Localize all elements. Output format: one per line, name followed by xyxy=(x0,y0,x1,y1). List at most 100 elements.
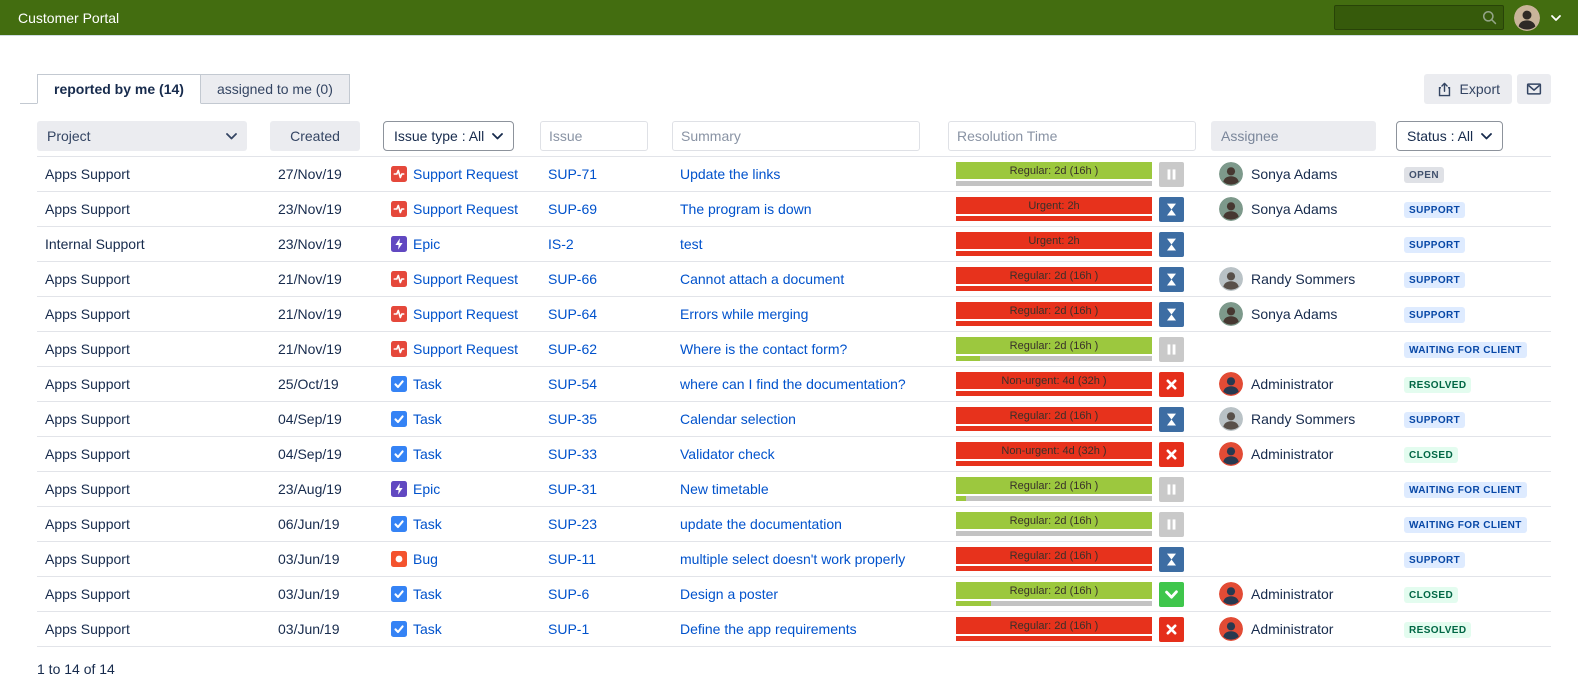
issue-type-link[interactable]: Support Request xyxy=(413,341,519,357)
issue-key-link[interactable]: SUP-6 xyxy=(548,586,590,602)
topbar-right xyxy=(1334,4,1562,31)
issue-type-cell: Support Request xyxy=(383,271,540,287)
created-cell: 21/Nov/19 xyxy=(278,306,342,322)
user-menu-chevron-icon[interactable] xyxy=(1550,12,1562,24)
issue-row: Apps Support 23/Aug/19 Epic SUP-31 New timet… xyxy=(37,472,1551,507)
assignee-column-header: Assignee xyxy=(1211,121,1376,151)
portal-search xyxy=(1334,5,1504,30)
issue-type-link[interactable]: Task xyxy=(413,621,442,637)
summary-link[interactable]: Define the app requirements xyxy=(680,621,857,637)
issue-key-link[interactable]: SUP-64 xyxy=(548,306,598,322)
issue-type-link[interactable]: Support Request xyxy=(413,166,519,182)
summary-link[interactable]: Validator check xyxy=(680,446,775,462)
status-cell: SUPPORT xyxy=(1396,200,1531,218)
created-column-header[interactable]: Created xyxy=(270,121,360,151)
hourglass-icon xyxy=(1159,406,1184,432)
issue-type-link[interactable]: Support Request xyxy=(413,201,519,217)
resolution-label: Non-urgent: 4d (32h ) xyxy=(956,372,1152,389)
issue-type-filter[interactable]: Issue type : All xyxy=(383,121,515,151)
summary-link[interactable]: The program is down xyxy=(680,201,812,217)
summary-cell: where can I find the documentation? xyxy=(672,376,948,392)
issue-type-link[interactable]: Task xyxy=(413,376,442,392)
issue-key-link[interactable]: SUP-23 xyxy=(548,516,598,532)
summary-link[interactable]: Update the links xyxy=(680,166,781,182)
summary-link[interactable]: New timetable xyxy=(680,481,769,497)
resolution-progress-track xyxy=(956,216,1152,221)
issue-type-cell: Task xyxy=(383,376,540,392)
issue-row: Apps Support 04/Sep/19 Task SUP-33 Validator… xyxy=(37,437,1551,472)
issue-key-link[interactable]: SUP-71 xyxy=(548,166,598,182)
issue-type-link[interactable]: Task xyxy=(413,411,442,427)
issue-row: Apps Support 21/Nov/19 Support Request SUP-… xyxy=(37,332,1551,367)
issue-key-link[interactable]: SUP-31 xyxy=(548,481,598,497)
issue-key-cell: SUP-33 xyxy=(540,446,672,462)
issue-key-link[interactable]: SUP-66 xyxy=(548,271,598,287)
resolution-label: Urgent: 2h xyxy=(956,232,1152,249)
issue-key-link[interactable]: SUP-35 xyxy=(548,411,598,427)
summary-link[interactable]: multiple select doesn't work properly xyxy=(680,551,906,567)
issue-type-link[interactable]: Bug xyxy=(413,551,438,567)
assignee-name: Administrator xyxy=(1251,586,1334,602)
issue-type-link[interactable]: Task xyxy=(413,586,442,602)
tab-reported-by-me[interactable]: reported by me (14) xyxy=(37,74,201,104)
email-button[interactable] xyxy=(1517,74,1551,104)
issue-type-link[interactable]: Task xyxy=(413,446,442,462)
epic-icon xyxy=(391,236,407,252)
avatar xyxy=(1219,617,1243,641)
summary-link[interactable]: Design a poster xyxy=(680,586,779,602)
issue-key-link[interactable]: SUP-1 xyxy=(548,621,590,637)
summary-cell: Design a poster xyxy=(672,586,948,602)
project-filter[interactable]: Project xyxy=(37,121,247,151)
issue-filter-input[interactable] xyxy=(540,121,648,151)
summary-link[interactable]: update the documentation xyxy=(680,516,842,532)
summary-link[interactable]: where can I find the documentation? xyxy=(680,376,906,392)
search-icon[interactable] xyxy=(1481,9,1498,26)
project-cell: Apps Support xyxy=(45,446,130,462)
issue-type-link[interactable]: Epic xyxy=(413,236,441,252)
resolution-cell: Regular: 2d (16h ) xyxy=(948,406,1211,432)
issue-key-link[interactable]: SUP-33 xyxy=(548,446,598,462)
summary-link[interactable]: Where is the contact form? xyxy=(680,341,848,357)
topbar: Customer Portal xyxy=(0,0,1578,36)
user-avatar[interactable] xyxy=(1514,4,1540,31)
created-cell: 23/Aug/19 xyxy=(278,481,342,497)
summary-link[interactable]: test xyxy=(680,236,703,252)
status-badge: RESOLVED xyxy=(1404,622,1472,638)
issue-type-link[interactable]: Task xyxy=(413,516,442,532)
summary-cell: Calendar selection xyxy=(672,411,948,427)
tab-lead-line xyxy=(20,74,37,104)
status-badge: WAITING FOR CLIENT xyxy=(1404,482,1527,498)
summary-link[interactable]: Errors while merging xyxy=(680,306,809,322)
status-badge: WAITING FOR CLIENT xyxy=(1404,517,1527,533)
summary-filter-input[interactable] xyxy=(672,121,920,151)
issue-key-link[interactable]: SUP-54 xyxy=(548,376,598,392)
issue-key-link[interactable]: SUP-11 xyxy=(548,551,596,567)
issue-type-link[interactable]: Epic xyxy=(413,481,441,497)
export-button[interactable]: Export xyxy=(1423,74,1512,104)
hourglass-icon xyxy=(1159,196,1184,222)
resolution-cell: Regular: 2d (16h ) xyxy=(948,301,1211,327)
summary-link[interactable]: Calendar selection xyxy=(680,411,796,427)
issue-type-link[interactable]: Support Request xyxy=(413,271,519,287)
status-badge: RESOLVED xyxy=(1404,377,1472,393)
search-input[interactable] xyxy=(1334,5,1504,30)
issue-key-link[interactable]: IS-2 xyxy=(548,236,574,252)
issue-type-cell: Task xyxy=(383,621,540,637)
resolution-filter-input[interactable] xyxy=(948,121,1196,151)
issue-row: Apps Support 03/Jun/19 Bug SUP-11 multiple s… xyxy=(37,542,1551,577)
issue-type-link[interactable]: Support Request xyxy=(413,306,519,322)
issue-key-link[interactable]: SUP-62 xyxy=(548,341,598,357)
resolution-bar: Regular: 2d (16h ) xyxy=(956,302,1152,326)
support-request-icon xyxy=(391,201,407,217)
summary-link[interactable]: Cannot attach a document xyxy=(680,271,845,287)
status-filter[interactable]: Status : All xyxy=(1396,121,1504,151)
project-cell: Apps Support xyxy=(45,516,130,532)
tab-assigned-to-me[interactable]: assigned to me (0) xyxy=(200,74,350,104)
status-badge: SUPPORT xyxy=(1404,552,1466,568)
resolution-bar: Regular: 2d (16h ) xyxy=(956,547,1152,571)
support-request-icon xyxy=(391,271,407,287)
issue-key-link[interactable]: SUP-69 xyxy=(548,201,598,217)
avatar xyxy=(1219,372,1243,396)
issue-table-body: Apps Support 27/Nov/19 Support Request SUP-… xyxy=(37,156,1551,647)
tab-reported-label: reported by me (14) xyxy=(54,81,184,97)
